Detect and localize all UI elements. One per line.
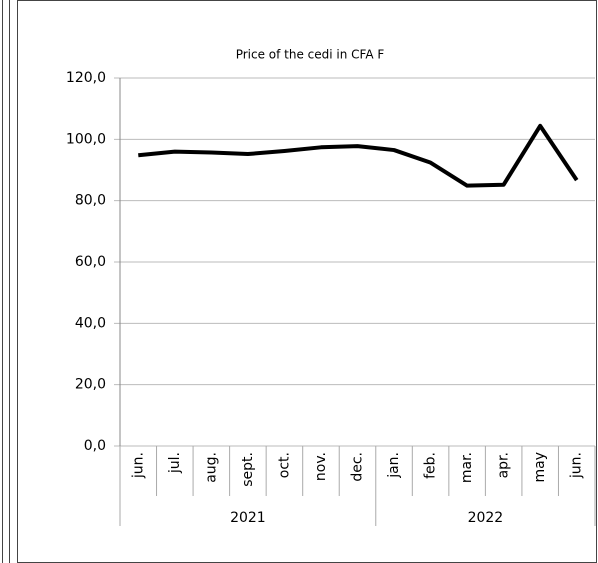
- x-tick-label: apr.: [496, 452, 512, 478]
- x-tick-label: feb.: [423, 452, 439, 479]
- x-tick-label: mar.: [459, 452, 475, 483]
- data-line: [138, 123, 579, 188]
- group-label: 2021: [230, 510, 266, 526]
- y-tick-label: 100,0: [66, 131, 106, 147]
- y-tick-label: 80,0: [75, 193, 106, 209]
- x-tick-label: aug.: [203, 452, 219, 483]
- x-tick-label: jun.: [130, 452, 146, 479]
- group-label: 2022: [468, 510, 504, 526]
- x-tick-label: may: [532, 452, 548, 483]
- chart-title: Price of the cedi in CFA F: [236, 48, 385, 62]
- y-tick-label: 120,0: [66, 70, 106, 86]
- x-tick-label: oct.: [276, 452, 292, 478]
- y-tick-label: 20,0: [75, 377, 106, 393]
- x-tick-label: dec.: [350, 452, 366, 482]
- x-tick-label: sept.: [240, 452, 256, 487]
- x-tick-label: nov.: [313, 452, 329, 481]
- x-tick-label: jan.: [386, 452, 402, 479]
- y-tick-label: 40,0: [75, 315, 106, 331]
- x-tick-label: jun.: [569, 452, 585, 479]
- y-tick-label: 0,0: [84, 438, 106, 454]
- x-tick-label: jul.: [167, 452, 183, 474]
- y-tick-label: 60,0: [75, 254, 106, 270]
